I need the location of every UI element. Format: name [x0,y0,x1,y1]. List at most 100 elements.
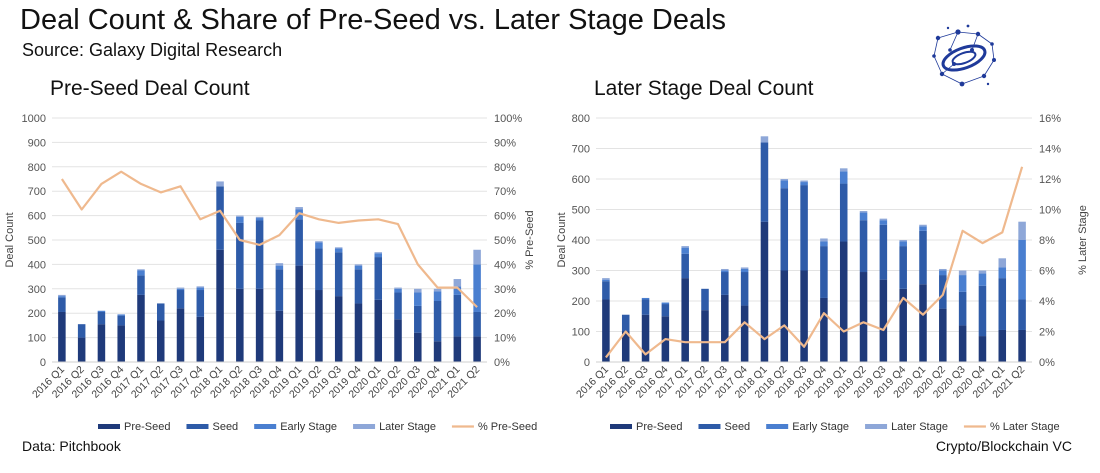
bar-early-stage [176,288,185,291]
bar-early-stage [839,171,848,184]
bar-pre-seed [236,288,244,362]
bar-early-stage [315,242,323,249]
y-left-tick: 700 [572,144,590,156]
galaxy-network-logo [932,24,996,87]
y-left-tick: 800 [28,162,46,174]
page-title: Deal Count & Share of Pre-Seed vs. Later… [20,4,727,36]
legend-label: Seed [724,421,750,433]
y-right-tick: 30% [494,284,516,296]
bar-early-stage [236,216,244,223]
bar-seed [721,272,729,295]
bar-early-stage [800,182,808,186]
legend-label: Early Stage [280,421,337,433]
bar-later-stage [453,279,462,287]
bar-pre-seed [701,310,709,362]
bar-early-stage [721,270,729,273]
bar-later-stage [275,263,284,266]
y-left-tick: 800 [572,113,590,125]
y-right-tick: 90% [494,137,516,149]
bar-seed [958,291,967,326]
bar-seed [196,290,205,317]
bar-later-stage [879,218,888,221]
legend-label: Pre-Seed [124,421,170,433]
bar-early-stage [1018,240,1026,300]
bar-pre-seed [859,272,868,362]
bar-seed [77,324,86,338]
y-left-tick: 1000 [22,113,46,125]
bar-pre-seed [800,270,808,362]
legend-label: Seed [212,421,238,433]
bar-early-stage [473,264,481,312]
bar-later-stage [859,211,868,213]
legend-swatch-pre-seed [98,424,120,429]
bar-seed [701,288,709,311]
bar-seed [117,315,125,326]
bar-pre-seed [77,337,86,362]
bar-pre-seed [275,310,284,362]
bar-seed [354,269,363,304]
bar-seed [394,292,402,320]
y-right-tick: 10% [494,333,516,345]
bar-pre-seed [721,294,729,362]
bar-later-stage [1018,221,1026,240]
bar-seed [1018,299,1026,330]
bar-later-stage [236,215,244,217]
y-right-axis-label: % Pre-Seed [524,210,536,269]
bar-seed [820,246,828,298]
legend-swatch-early-stage [766,424,789,429]
bar-seed [740,272,749,306]
bar-later-stage [216,181,224,187]
legend-swatch-later-stage [353,424,376,429]
bar-early-stage [394,288,402,293]
bar-early-stage [919,226,927,231]
bar-early-stage [354,265,363,270]
y-right-tick: 6% [1039,266,1055,278]
bar-later-stage [839,168,848,172]
bar-later-stage [800,180,808,183]
bar-early-stage [334,248,343,253]
bar-seed [453,294,462,337]
bar-pre-seed [839,241,848,362]
y-right-tick: 100% [494,113,522,125]
bar-early-stage [374,253,383,258]
bar-seed [780,188,789,271]
y-right-tick: 80% [494,162,516,174]
bar-later-stage [602,278,610,280]
bar-pre-seed [978,336,987,362]
line--pre-seed [60,170,478,308]
y-left-tick: 900 [28,137,46,149]
y-left-tick: 200 [572,296,590,308]
bar-later-stage [998,258,1007,268]
bar-seed [137,275,145,295]
bar-later-stage [394,287,402,289]
y-left-tick: 700 [28,186,46,198]
y-left-tick: 400 [28,259,46,271]
bar-pre-seed [939,308,947,362]
bar-later-stage [958,270,967,276]
y-right-tick: 20% [494,308,516,320]
bar-pre-seed [137,294,145,362]
bar-early-stage [117,314,125,316]
bar-seed [641,299,650,315]
y-left-tick: 600 [572,174,590,186]
bar-later-stage [760,136,769,143]
bar-seed [216,186,224,250]
legend-label: Later Stage [891,421,948,433]
bar-seed [859,220,868,273]
y-left-tick: 600 [28,211,46,223]
bar-pre-seed [295,265,303,362]
bar-later-stage [176,287,185,289]
y-left-tick: 300 [28,284,46,296]
bar-seed [414,305,422,333]
bar-seed [661,304,670,317]
bar-pre-seed [196,316,205,362]
y-left-tick: 0 [40,357,46,369]
y-left-tick: 500 [28,235,46,247]
y-left-tick: 100 [572,327,590,339]
bar-early-stage [978,273,987,286]
bar-seed [760,142,769,222]
bar-seed [998,278,1007,330]
bar-later-stage [433,288,442,292]
bar-pre-seed [255,288,264,362]
bar-later-stage [721,268,729,271]
